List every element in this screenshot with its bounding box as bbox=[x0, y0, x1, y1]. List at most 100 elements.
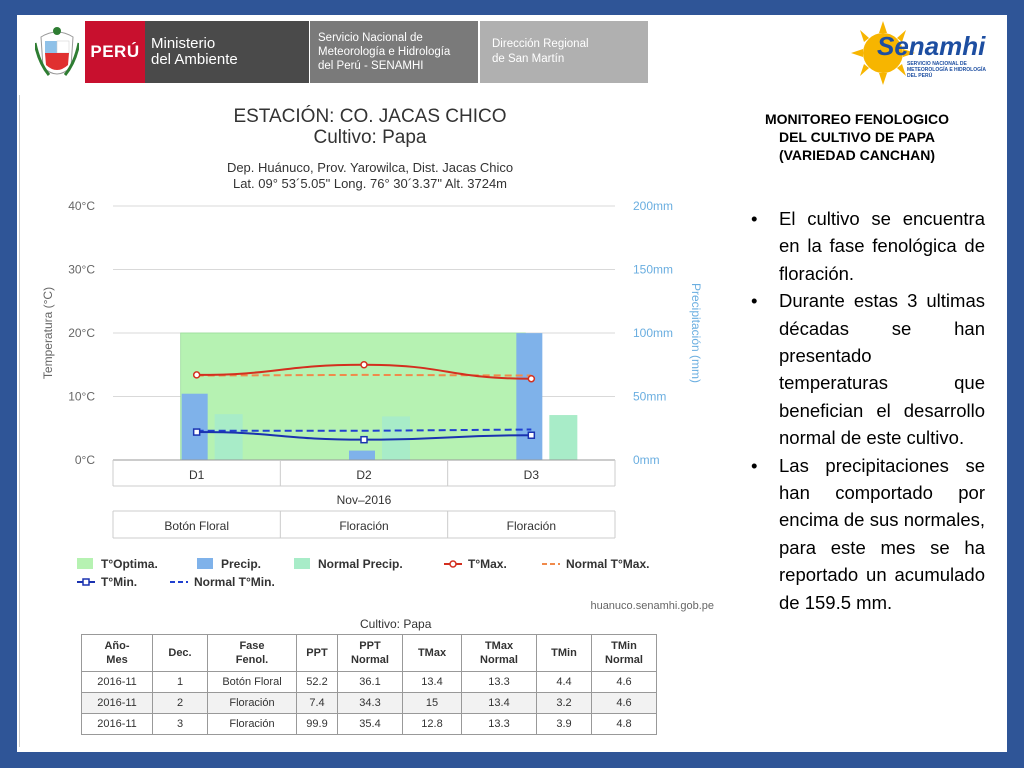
chart-source: huanuco.senamhi.gob.pe bbox=[590, 600, 714, 612]
bullet-dot-icon: • bbox=[751, 208, 758, 229]
legend-label: T°Optima. bbox=[101, 557, 158, 571]
chart-subtitle: Cultivo: Papa bbox=[313, 127, 426, 148]
table-cell: 2016-11 bbox=[81, 671, 153, 693]
table-header-cell: PPT Normal bbox=[337, 634, 403, 672]
legend-label: Normal Precip. bbox=[318, 557, 403, 571]
table-cell: 52.2 bbox=[296, 671, 338, 693]
ministry-line2: del Ambiente bbox=[151, 51, 238, 68]
phase-label: Floración bbox=[339, 519, 388, 533]
table-header-cell: TMin bbox=[536, 634, 592, 672]
bullet-dot-icon: • bbox=[751, 290, 758, 312]
table-header-cell: Año- Mes bbox=[81, 634, 153, 672]
table-header-row: Año- Mes Dec. Fase Fenol. PPT PPT Normal TMax TMa… bbox=[81, 634, 657, 672]
right-panel-title: MONITOREO FENOLOGICO DEL CULTIVO DE PAPA… bbox=[729, 110, 985, 164]
category-label: D3 bbox=[524, 468, 540, 482]
table-cell: 4.6 bbox=[591, 671, 657, 693]
chart-location-line1: Dep. Huánuco, Prov. Yarowilca, Dist. Jac… bbox=[227, 160, 513, 175]
senamhi-line1: Servicio Nacional de bbox=[318, 32, 423, 44]
tmax-point bbox=[527, 374, 536, 383]
ministry-line1: Ministerio bbox=[151, 35, 216, 52]
normal-precip-bar bbox=[214, 414, 243, 460]
left-tick-label: 10°C bbox=[68, 390, 95, 404]
precip-bar bbox=[349, 450, 375, 460]
table-cell: 13.3 bbox=[461, 671, 537, 693]
table-header-cell: PPT bbox=[296, 634, 338, 672]
table-header-cell: TMax bbox=[402, 634, 462, 672]
tmax-point bbox=[360, 361, 368, 369]
legend-swatch bbox=[294, 558, 310, 569]
table-cell: 99.9 bbox=[296, 713, 338, 735]
right-tick-label: 50mm bbox=[633, 390, 666, 404]
table-cell: 4.6 bbox=[591, 692, 657, 714]
senamhi-line2: Meteorología e Hidrología bbox=[318, 46, 451, 58]
chart-title: ESTACIÓN: CO. JACAS CHICO bbox=[233, 105, 506, 127]
month-label: Nov–2016 bbox=[337, 493, 392, 507]
right-tick-label: 100mm bbox=[633, 326, 673, 340]
bullet-item: • Durante estas 3 ultimas décadas se han … bbox=[743, 287, 985, 451]
table-cell: 13.4 bbox=[461, 692, 537, 714]
right-tick-label: 0mm bbox=[633, 453, 660, 467]
left-tick-label: 0°C bbox=[75, 453, 95, 467]
legend-swatch bbox=[197, 558, 213, 569]
table-cell: 7.4 bbox=[296, 692, 338, 714]
table-row: 2016-11 1 Botón Floral 52.2 36.1 13.4 13.3 4.4 4… bbox=[81, 671, 657, 693]
table-row: 2016-11 2 Floración 7.4 34.3 15 13.4 3.2 4.6 bbox=[81, 692, 657, 714]
right-title-line1: MONITOREO FENOLOGICO bbox=[764, 111, 950, 127]
legend-swatch bbox=[77, 558, 93, 569]
phase-label: Floración bbox=[507, 519, 556, 533]
left-tick-label: 20°C bbox=[68, 326, 95, 340]
normal-precip-bar bbox=[549, 415, 578, 460]
table-cell: 2 bbox=[152, 692, 208, 714]
senamhi-logo-text: Senamhi bbox=[877, 31, 986, 61]
legend-label: T°Max. bbox=[468, 557, 507, 571]
table-cell: 35.4 bbox=[337, 713, 403, 735]
tmin-point bbox=[360, 435, 368, 444]
table-cell: 13.4 bbox=[402, 671, 462, 693]
bullet-item: • Las precipitaciones se han comportado p… bbox=[743, 452, 985, 616]
category-label: D2 bbox=[356, 468, 372, 482]
region-label: Dirección Regional de San Martín bbox=[480, 21, 648, 83]
right-title-line3: (VARIEDAD CANCHAN) bbox=[778, 147, 936, 163]
table-body: 2016-11 1 Botón Floral 52.2 36.1 13.4 13.3 4.4 4… bbox=[81, 671, 657, 735]
right-tick-label: 150mm bbox=[633, 263, 673, 277]
tmax-point bbox=[192, 371, 201, 379]
tmin-point bbox=[527, 431, 536, 439]
table-row: 2016-11 3 Floración 99.9 35.4 12.8 13.3 3.9 4.8 bbox=[81, 713, 657, 735]
senamhi-logo-subtitle: SERVICIO NACIONAL DE METEOROLOGÍA E HIDR… bbox=[907, 61, 986, 79]
table-header-cell: Fase Fenol. bbox=[207, 634, 297, 672]
table-cell: 4.4 bbox=[536, 671, 592, 693]
table-cell: 12.8 bbox=[402, 713, 462, 735]
senamhi-label: Servicio Nacional de Meteorología e Hidr… bbox=[310, 21, 478, 83]
right-tick-label: 200mm bbox=[633, 199, 673, 213]
region-line1: Dirección Regional bbox=[492, 38, 589, 50]
table-cell: Floración bbox=[207, 713, 297, 735]
chart-location-line2: Lat. 09° 53´5.05" Long. 76° 30´3.37" Alt… bbox=[233, 176, 507, 191]
bullet-text: Las precipitaciones se han comportado po… bbox=[779, 454, 985, 613]
table-header-cell: Dec. bbox=[152, 634, 208, 672]
normal-tmin-line bbox=[196, 428, 532, 432]
table-cell: 36.1 bbox=[337, 671, 403, 693]
right-title-line2: DEL CULTIVO DE PAPA bbox=[778, 129, 936, 145]
left-tick-label: 30°C bbox=[68, 263, 95, 277]
legend-marker bbox=[449, 560, 457, 568]
table-cell: Botón Floral bbox=[207, 671, 297, 693]
table-header-cell: TMin Normal bbox=[591, 634, 657, 672]
legend-label: Normal T°Max. bbox=[566, 557, 649, 571]
slide: PERÚ Ministerio del Ambiente Servicio Na… bbox=[17, 15, 1007, 752]
precip-bar bbox=[516, 333, 543, 460]
table-cell: 4.8 bbox=[591, 713, 657, 735]
header-banner: PERÚ Ministerio del Ambiente Servicio Na… bbox=[17, 15, 1007, 95]
table-cell: 34.3 bbox=[337, 692, 403, 714]
peru-label: PERÚ bbox=[85, 21, 145, 83]
bullet-text: Durante estas 3 ultimas décadas se han p… bbox=[779, 290, 985, 449]
left-tick-label: 40°C bbox=[68, 199, 95, 213]
bullet-item: • El cultivo se encuentra en la fase feno… bbox=[743, 205, 985, 287]
senamhi-line3: del Perú - SENAMHI bbox=[318, 60, 424, 72]
precip-bar bbox=[181, 393, 208, 460]
chart-panel: ESTACIÓN: CO. JACAS CHICO Cultivo: Papa De… bbox=[19, 95, 723, 747]
phase-label: Botón Floral bbox=[164, 519, 229, 533]
tmin-point bbox=[192, 428, 201, 436]
table-header-cell: TMax Normal bbox=[461, 634, 537, 672]
table-cell: 3 bbox=[152, 713, 208, 735]
